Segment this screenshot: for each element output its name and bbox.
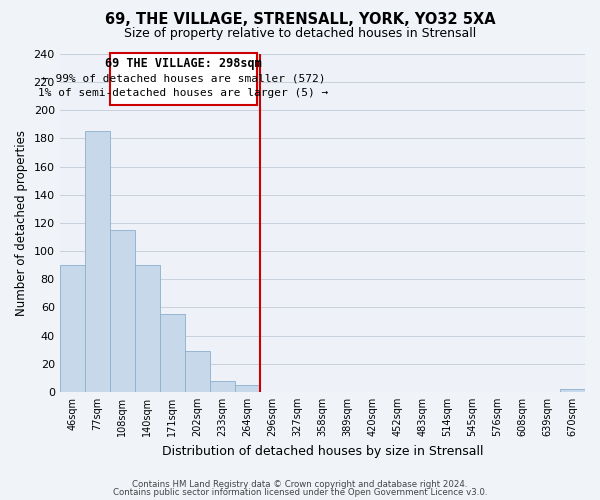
Bar	[110, 52, 257, 104]
Bar	[110, 230, 135, 392]
Text: Contains public sector information licensed under the Open Government Licence v3: Contains public sector information licen…	[113, 488, 487, 497]
Bar	[235, 385, 260, 392]
Bar	[85, 132, 110, 392]
Bar	[210, 380, 235, 392]
X-axis label: Distribution of detached houses by size in Strensall: Distribution of detached houses by size …	[161, 444, 483, 458]
Text: 69, THE VILLAGE, STRENSALL, YORK, YO32 5XA: 69, THE VILLAGE, STRENSALL, YORK, YO32 5…	[104, 12, 496, 28]
Text: ← 99% of detached houses are smaller (572): ← 99% of detached houses are smaller (57…	[42, 74, 325, 84]
Text: Contains HM Land Registry data © Crown copyright and database right 2024.: Contains HM Land Registry data © Crown c…	[132, 480, 468, 489]
Bar	[59, 265, 85, 392]
Text: 69 THE VILLAGE: 298sqm: 69 THE VILLAGE: 298sqm	[105, 56, 262, 70]
Bar	[560, 389, 585, 392]
Bar	[160, 314, 185, 392]
Y-axis label: Number of detached properties: Number of detached properties	[15, 130, 28, 316]
Text: 1% of semi-detached houses are larger (5) →: 1% of semi-detached houses are larger (5…	[38, 88, 329, 98]
Bar	[135, 265, 160, 392]
Bar	[185, 351, 210, 392]
Text: Size of property relative to detached houses in Strensall: Size of property relative to detached ho…	[124, 28, 476, 40]
